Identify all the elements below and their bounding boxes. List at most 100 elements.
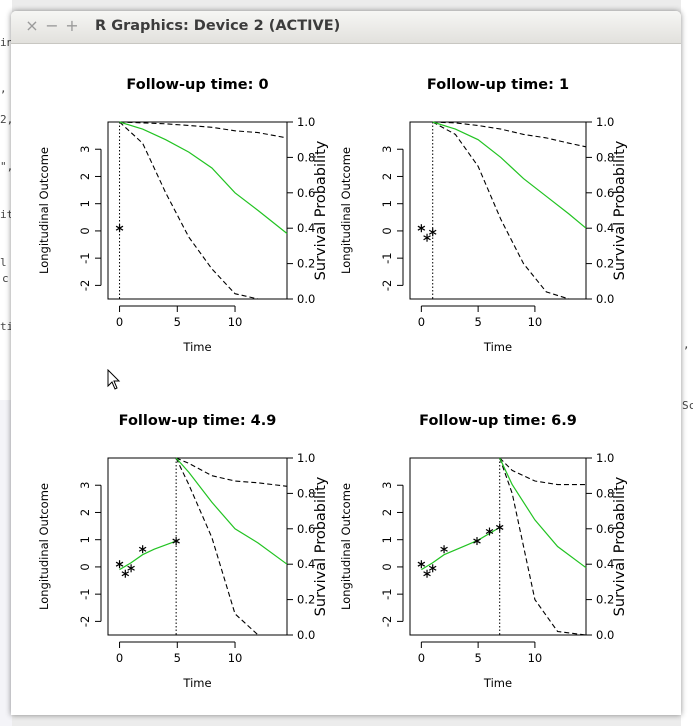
right-y-tick-label: 1.0	[297, 115, 315, 129]
observation-point-stroke	[423, 571, 431, 577]
observation-point	[121, 569, 130, 578]
background-code-fragment: in	[0, 36, 14, 49]
observation-point	[473, 537, 481, 546]
chart-panel-4: Follow-up time: 6.9 0 5 10 Time -2 -1 0 1 2 3 Longi…	[339, 413, 628, 690]
r-graphics-window[interactable]: × − + R Graphics: Device 2 (ACTIVE) Foll…	[11, 11, 681, 715]
left-y-tick-label: 1	[380, 200, 394, 207]
window-titlebar[interactable]: × − + R Graphics: Device 2 (ACTIVE)	[11, 11, 681, 44]
background-code-fragment: c	[2, 272, 9, 285]
plot-box	[107, 121, 288, 300]
chart-title: Follow-up time: 0	[126, 77, 268, 93]
window-title: R Graphics: Device 2 (ACTIVE)	[95, 18, 341, 34]
observation-point	[115, 560, 124, 569]
mouse-pointer-icon	[107, 369, 121, 390]
observation-point	[423, 233, 431, 242]
survival-mean-line	[432, 121, 587, 229]
x-tick-label: 0	[418, 651, 425, 665]
observation-point	[417, 224, 426, 233]
right-y-tick-label: 0.6	[596, 522, 614, 536]
survival-lower-bound-line	[432, 121, 586, 300]
background-code-fragment: Sc	[682, 399, 693, 412]
x-tick-label: 5	[474, 315, 481, 329]
left-y-tick-label: -1	[380, 588, 394, 599]
left-y-tick-label: -1	[78, 588, 92, 599]
background-code-fragment: it	[0, 208, 14, 221]
background-code-fragment: 2,	[0, 113, 14, 126]
maximize-window-button[interactable]: +	[65, 16, 79, 35]
plot-box	[107, 457, 288, 636]
chart-title: Follow-up time: 6.9	[419, 413, 577, 429]
left-y-tick-label: 1	[380, 536, 394, 543]
close-window-button[interactable]: ×	[25, 16, 39, 35]
background-console-left	[0, 400, 12, 726]
right-y-tick-label: 0.2	[596, 593, 614, 607]
left-y-tick-label: 3	[78, 146, 92, 153]
survival-upper-bound-line	[432, 121, 587, 148]
x-axis-label: Time	[182, 340, 211, 354]
right-y-tick-label: 0.2	[596, 257, 614, 271]
right-y-tick-label: 0.0	[596, 628, 614, 642]
observation-point-stroke	[417, 225, 426, 231]
observation-point	[428, 228, 437, 237]
survival-lower-bound-line	[119, 121, 287, 300]
observation-point	[485, 527, 494, 536]
left-y-tick-label: -1	[78, 252, 92, 263]
survival-upper-bound-line	[119, 121, 288, 139]
x-tick-label: 5	[174, 315, 181, 329]
left-y-tick-label: 3	[380, 146, 394, 153]
right-y-tick-label: 1.0	[596, 115, 614, 129]
observation-point-stroke	[428, 565, 437, 571]
left-y-tick-label: -2	[380, 280, 394, 291]
observation-point	[417, 560, 426, 569]
longitudinal-fit-line	[421, 526, 501, 571]
observation-point-stroke	[417, 561, 426, 567]
observation-point-stroke	[473, 538, 481, 544]
right-y-tick-label: 0.6	[297, 522, 315, 536]
observation-point-stroke	[121, 571, 130, 577]
plot-canvas: Follow-up time: 00 5 10Time-2-10123Longitu…	[37, 77, 628, 690]
observation-point	[127, 564, 135, 573]
right-y-tick-label: 0.2	[297, 257, 315, 271]
survival-upper-bound-line	[175, 457, 288, 487]
right-y-axis-label: Survival Probability	[313, 476, 329, 616]
background-code-fragment: ti	[0, 320, 14, 333]
left-y-tick-label: 1	[78, 200, 92, 207]
right-y-tick-label: 0.6	[596, 186, 614, 200]
x-axis-label: Time	[182, 676, 211, 690]
left-y-axis-label: Longitudinal Outcome	[37, 483, 51, 610]
chart-title: Follow-up time: 1	[427, 77, 569, 93]
x-tick-label: 10	[528, 651, 543, 665]
observation-point-stroke	[428, 229, 437, 235]
right-y-tick-label: 0.0	[596, 292, 614, 306]
right-y-tick-label: 0.8	[297, 150, 315, 164]
background-editor-right	[681, 0, 693, 726]
x-tick-label: 0	[418, 315, 425, 329]
observation-point-stroke	[115, 561, 124, 567]
left-y-tick-label: -2	[380, 616, 394, 627]
right-y-tick-label: 1.0	[297, 451, 315, 465]
observation-point-stroke	[115, 225, 124, 231]
minimize-window-button[interactable]: −	[45, 16, 59, 35]
right-y-tick-label: 0.4	[297, 557, 315, 571]
observation-point-stroke	[485, 529, 494, 535]
observation-point	[495, 523, 504, 532]
observation-point-stroke	[138, 546, 147, 552]
x-tick-label: 0	[116, 315, 123, 329]
observation-point	[138, 545, 147, 554]
left-y-tick-label: -2	[78, 280, 92, 291]
observation-point-stroke	[495, 524, 504, 530]
survival-lower-bound-line	[499, 457, 587, 636]
x-axis-label: Time	[483, 340, 512, 354]
left-y-tick-label: 0	[380, 563, 394, 570]
left-y-axis-label: Longitudinal Outcome	[37, 147, 51, 274]
x-tick-label: 5	[174, 651, 181, 665]
x-tick-label: 10	[228, 315, 243, 329]
longitudinal-fit-line	[119, 540, 177, 571]
right-y-tick-label: 0.8	[297, 486, 315, 500]
observation-point	[440, 545, 448, 554]
left-y-tick-label: -1	[380, 252, 394, 263]
left-y-tick-label: 1	[78, 536, 92, 543]
observation-point	[115, 224, 124, 233]
right-y-tick-label: 0.8	[596, 150, 614, 164]
right-y-tick-label: 0.4	[596, 557, 614, 571]
